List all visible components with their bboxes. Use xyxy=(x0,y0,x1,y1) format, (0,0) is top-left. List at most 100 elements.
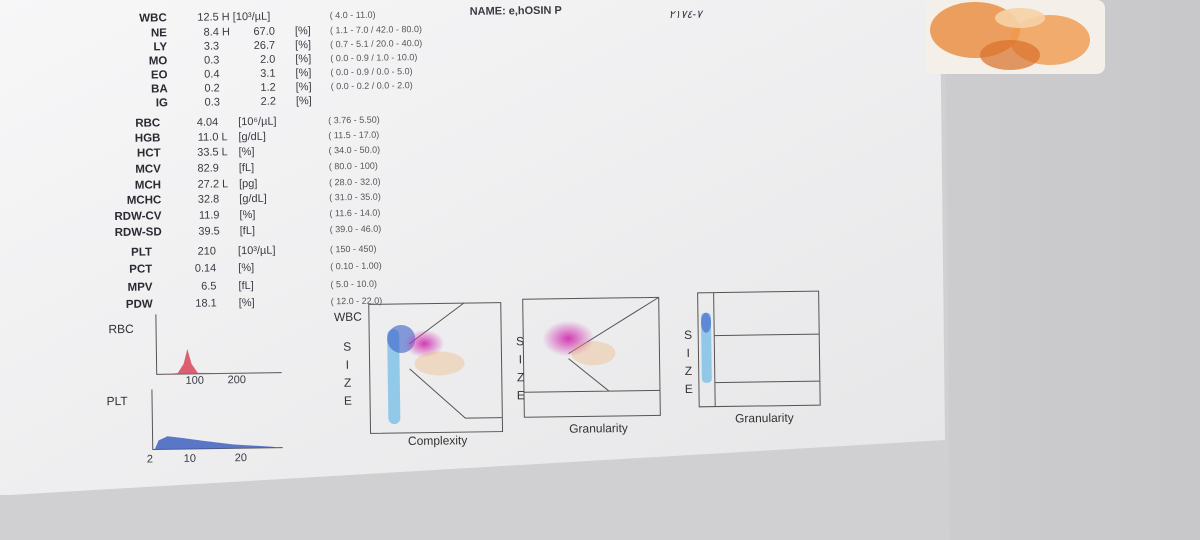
histogram-tick: 200 xyxy=(228,374,247,386)
scatter-y-label: SIZE xyxy=(340,340,355,412)
eos-scatter xyxy=(414,351,465,376)
flag: L xyxy=(222,178,228,190)
neutro-cluster xyxy=(404,329,445,358)
reference-range: ( 80.0 - 100) xyxy=(329,161,378,172)
histogram-tick: 100 xyxy=(186,375,205,387)
absolute-count: 0.3 xyxy=(204,54,219,66)
histogram-tick: 10 xyxy=(184,453,196,465)
flag: L xyxy=(221,131,227,143)
test-code: RDW-CV xyxy=(114,210,162,223)
percent: 26.7 xyxy=(254,40,276,52)
percent: 67.0 xyxy=(253,26,275,38)
test-code: WBC xyxy=(139,12,167,24)
result-value: 33.5 xyxy=(197,146,219,158)
test-code: MCV xyxy=(135,163,161,175)
reference-range: ( 31.0 - 35.0) xyxy=(329,192,381,203)
unit: [%] xyxy=(295,53,311,65)
reference-range: ( 34.0 - 50.0) xyxy=(329,145,381,156)
reference-range: ( 4.0 - 11.0) xyxy=(330,10,376,21)
eos-scatter xyxy=(571,341,616,366)
unit: [fL] xyxy=(238,280,253,292)
reference-range: ( 28.0 - 32.0) xyxy=(329,177,381,188)
scatter-x-label: Granularity xyxy=(735,411,794,426)
neutro-cluster xyxy=(542,320,595,357)
unit: [fL] xyxy=(239,162,254,174)
reference-range: ( 0.0 - 0.9 / 0.0 - 5.0) xyxy=(330,66,412,77)
histogram-tick: 2 xyxy=(147,453,153,465)
flag: H xyxy=(222,26,230,38)
reference-range: ( 1.1 - 7.0 / 42.0 - 80.0) xyxy=(330,24,422,35)
scatter-frame xyxy=(697,290,821,408)
absolute-count: 0.2 xyxy=(204,82,219,94)
reference-range: ( 5.0 - 10.0) xyxy=(330,279,377,290)
histogram-curve xyxy=(154,436,278,450)
unit: [%] xyxy=(295,39,311,51)
percent: 3.1 xyxy=(260,68,275,80)
unit: [pg] xyxy=(239,178,258,190)
test-code: MO xyxy=(149,55,168,67)
result-value: 6.5 xyxy=(201,280,216,292)
reference-range: ( 0.0 - 0.9 / 1.0 - 10.0) xyxy=(330,52,417,63)
reference-range: ( 11.5 - 17.0) xyxy=(328,130,379,141)
result-value: 11.0 xyxy=(198,131,219,143)
flag: H xyxy=(222,11,230,23)
scatter-y-label: SIZE xyxy=(681,328,696,400)
percent: 2.2 xyxy=(261,96,276,108)
unit: [10⁶/µL] xyxy=(238,116,277,129)
test-code: MCH xyxy=(135,179,161,191)
scatter-y-label: SIZE xyxy=(513,334,528,406)
unit: [%] xyxy=(295,67,311,79)
absolute-count: 8.4 xyxy=(204,26,219,38)
blue-cluster xyxy=(701,312,712,333)
unit: [%] xyxy=(239,146,255,158)
test-code: MPV xyxy=(127,281,152,293)
test-code: MCHC xyxy=(127,194,162,206)
result-value: 39.5 xyxy=(198,225,220,237)
result-value: 4.04 xyxy=(197,116,219,128)
result-value: 32.8 xyxy=(198,193,220,205)
unit: [%] xyxy=(296,81,312,93)
unit: [g/dL] xyxy=(238,131,266,143)
unit: [%] xyxy=(296,95,312,107)
absolute-count: 3.3 xyxy=(204,40,219,52)
scatter-frame xyxy=(368,302,504,434)
test-code: PCT xyxy=(129,263,152,275)
reference-range: ( 11.6 - 14.0) xyxy=(329,208,380,219)
histogram-curve xyxy=(161,348,242,375)
result-value: 18.1 xyxy=(195,297,217,309)
absolute-count: 0.3 xyxy=(205,96,220,108)
histogram-label: RBC xyxy=(108,322,134,336)
unit: [%] xyxy=(238,262,254,274)
test-code: EO xyxy=(151,69,168,81)
reference-range: ( 12.0 - 22.0) xyxy=(331,296,383,307)
test-code: LY xyxy=(153,41,167,53)
absolute-count: 0.4 xyxy=(204,68,219,80)
result-value: 82.9 xyxy=(197,162,219,174)
test-code: RBC xyxy=(135,117,160,129)
unit: [fL] xyxy=(240,225,255,237)
test-code: PLT xyxy=(131,246,152,258)
test-code: HCT xyxy=(137,147,161,159)
unit: [%] xyxy=(239,297,255,309)
histogram-tick: 20 xyxy=(235,452,247,464)
reference-range: ( 3.76 - 5.50) xyxy=(328,115,380,126)
result-value: 210 xyxy=(198,245,217,257)
result-value: 27.2 xyxy=(198,178,220,190)
scatter-x-label: Granularity xyxy=(569,421,628,436)
reference-range: ( 0.0 - 0.2 / 0.0 - 2.0) xyxy=(331,80,413,91)
name-label: NAME: xyxy=(470,5,506,18)
test-code: PDW xyxy=(126,298,153,310)
test-code: HGB xyxy=(135,132,161,144)
photo-print xyxy=(925,0,1105,74)
unit: [10³/µL] xyxy=(238,245,276,258)
histogram-label: PLT xyxy=(106,394,128,408)
scatter-title: WBC xyxy=(334,310,363,324)
lymph-cluster xyxy=(387,329,401,425)
unit: [10³/µL] xyxy=(233,11,271,24)
result-value: 0.14 xyxy=(195,262,217,274)
test-code: IG xyxy=(156,97,168,109)
reference-range: ( 150 - 450) xyxy=(330,244,377,255)
unit: [%] xyxy=(239,209,255,221)
percent: 2.0 xyxy=(260,54,275,66)
scatter-frame xyxy=(522,296,661,418)
